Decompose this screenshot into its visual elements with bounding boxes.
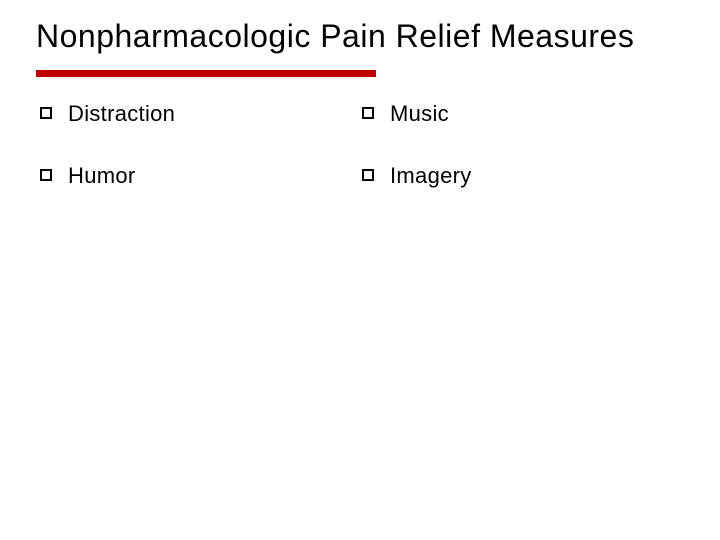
list-item-label: Music bbox=[390, 101, 449, 127]
slide-title: Nonpharmacologic Pain Relief Measures bbox=[36, 18, 684, 56]
square-bullet-icon bbox=[362, 169, 374, 181]
title-underline bbox=[36, 70, 376, 77]
list-item: Humor bbox=[40, 163, 362, 189]
slide: Nonpharmacologic Pain Relief Measures Di… bbox=[0, 0, 720, 540]
list-item: Music bbox=[362, 101, 684, 127]
list-item: Imagery bbox=[362, 163, 684, 189]
list-item: Distraction bbox=[40, 101, 362, 127]
square-bullet-icon bbox=[40, 107, 52, 119]
list-item-label: Distraction bbox=[68, 101, 175, 127]
column-left: Distraction Humor bbox=[40, 101, 362, 225]
square-bullet-icon bbox=[362, 107, 374, 119]
bullet-content: Distraction Humor Music Imagery bbox=[36, 101, 684, 225]
list-item-label: Imagery bbox=[390, 163, 472, 189]
list-item-label: Humor bbox=[68, 163, 136, 189]
column-right: Music Imagery bbox=[362, 101, 684, 225]
square-bullet-icon bbox=[40, 169, 52, 181]
